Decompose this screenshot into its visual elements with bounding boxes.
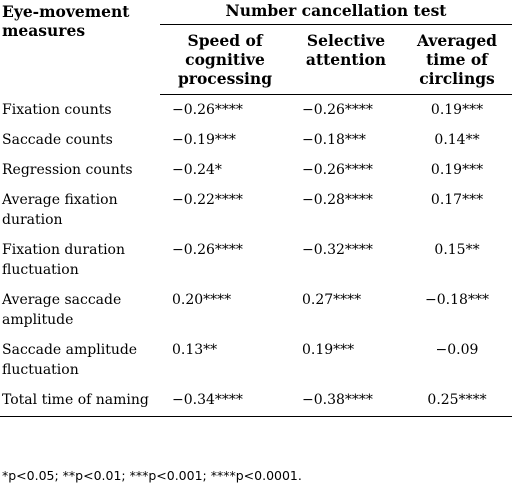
- cell-value: 0.14**: [434, 132, 480, 148]
- cell-value: −0.18***: [302, 132, 366, 148]
- measures-header: Eye-movement measures: [2, 2, 130, 40]
- cell-value: −0.26****: [172, 242, 243, 258]
- cell-value: 0.15**: [434, 242, 480, 258]
- cell-value: −0.18***: [425, 292, 489, 308]
- row-label: Saccade amplitude fluctuation: [2, 342, 138, 378]
- cell-value: −0.26****: [302, 102, 373, 118]
- column-header-attention: Selective attention: [290, 24, 402, 95]
- cell-value: 0.19***: [302, 342, 355, 358]
- row-label: Saccade counts: [2, 132, 113, 148]
- cell-value: 0.27****: [302, 292, 362, 308]
- cell-value: 0.13**: [172, 342, 218, 358]
- cell-value: −0.22****: [172, 192, 243, 208]
- table-row: Average fixation duration −0.22**** −0.2…: [0, 185, 512, 235]
- row-label: Regression counts: [2, 162, 133, 178]
- table-footnote: *p<0.05; **p<0.01; ***p<0.001; ****p<0.0…: [2, 468, 302, 483]
- column-header-speed: Speed of cognitive processing: [160, 24, 290, 95]
- cell-value: −0.26****: [172, 102, 243, 118]
- table-row: Fixation counts −0.26**** −0.26**** 0.19…: [0, 95, 512, 126]
- cell-value: −0.24*: [172, 162, 222, 178]
- table-row: Saccade amplitude fluctuation 0.13** 0.1…: [0, 335, 512, 385]
- row-label: Fixation duration fluctuation: [2, 242, 125, 278]
- cell-value: 0.19***: [430, 102, 484, 118]
- cell-value: −0.34****: [160, 385, 290, 417]
- row-label: Fixation counts: [2, 101, 112, 118]
- group-header: Number cancellation test: [160, 0, 513, 25]
- table-row: Total time of naming −0.34**** −0.38****…: [0, 385, 513, 417]
- table-row: Average saccade amplitude 0.20**** 0.27*…: [0, 285, 512, 335]
- column-header-circlings: Averaged time of circlings: [402, 24, 513, 95]
- cell-value: −0.38****: [290, 385, 402, 417]
- cell-value: 0.19***: [430, 162, 484, 178]
- correlation-table: Eye-movement measures Number cancellatio…: [0, 0, 513, 417]
- row-label: Average saccade amplitude: [2, 292, 122, 328]
- cell-value: −0.09: [435, 342, 479, 358]
- table-row: Regression counts −0.24* −0.26**** 0.19*…: [0, 155, 512, 185]
- table-row: Saccade counts −0.19*** −0.18*** 0.14**: [0, 125, 512, 155]
- cell-value: 0.25****: [402, 385, 513, 417]
- row-label: Average fixation duration: [2, 192, 118, 228]
- cell-value: 0.20****: [172, 292, 232, 308]
- cell-value: −0.26****: [302, 162, 373, 178]
- table-row: Fixation duration fluctuation −0.26**** …: [0, 235, 512, 285]
- cell-value: −0.19***: [172, 132, 236, 148]
- cell-value: 0.17***: [430, 192, 484, 208]
- cell-value: −0.32****: [302, 242, 373, 258]
- row-label: Total time of naming: [0, 385, 160, 417]
- cell-value: −0.28****: [302, 192, 373, 208]
